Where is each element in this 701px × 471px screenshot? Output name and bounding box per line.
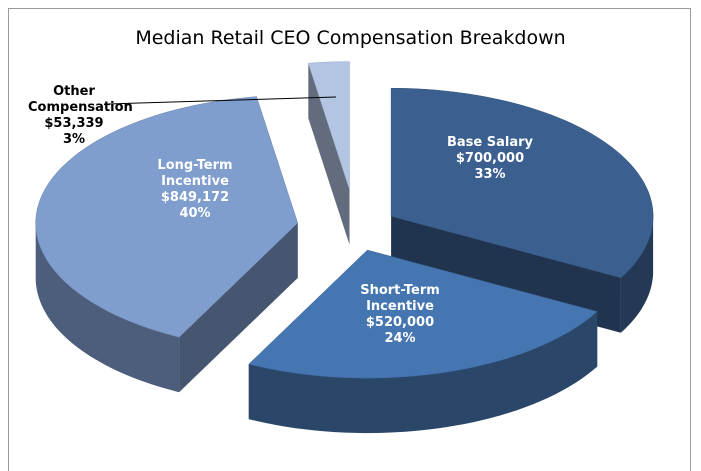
category-label: Base Salary — [446, 135, 533, 150]
slice-top — [390, 87, 654, 279]
data-label: Short-Term Incentive $520,000 24% — [345, 283, 455, 347]
slice-top — [248, 249, 598, 379]
slice-rim — [620, 216, 654, 333]
category-label: Long-Term Incentive — [157, 158, 233, 189]
percent-label: 3% — [62, 132, 86, 147]
value-label: $520,000 — [365, 315, 435, 330]
data-label: Other Compensation $53,339 3% — [28, 84, 133, 148]
category-label: Short-Term Incentive — [360, 283, 440, 314]
pie-slice — [35, 96, 298, 393]
percent-label: 40% — [179, 206, 211, 221]
pie-slice — [248, 249, 598, 434]
category-label: Other Compensation — [28, 84, 133, 115]
chart-title: Median Retail CEO Compensation Breakdown — [135, 27, 566, 49]
percent-label: 24% — [384, 331, 416, 346]
data-label: Long-Term Incentive $849,172 40% — [140, 158, 250, 222]
slice-top — [307, 61, 350, 190]
slice-rim — [248, 311, 598, 434]
pie-slice — [307, 61, 350, 245]
data-label: Base Salary $700,000 33% — [430, 135, 550, 183]
value-label: $700,000 — [455, 151, 525, 166]
value-label: $53,339 — [44, 116, 104, 131]
leader-line — [107, 96, 337, 105]
slice-side — [179, 223, 298, 393]
slice-top — [35, 96, 298, 338]
percent-label: 33% — [474, 167, 506, 182]
slice-side — [308, 63, 350, 245]
value-label: $849,172 — [160, 190, 230, 205]
chart-frame — [8, 8, 691, 471]
slice-rim — [35, 223, 180, 393]
